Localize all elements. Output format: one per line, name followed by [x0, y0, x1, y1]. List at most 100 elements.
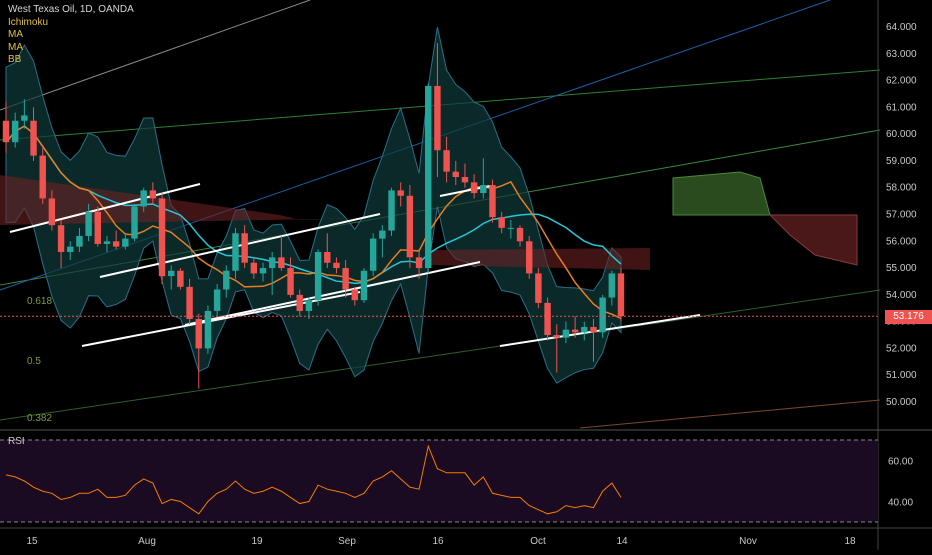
time-tick-label: Nov [739, 536, 757, 547]
price-tick-label: 50.000 [886, 397, 917, 408]
candle-body [379, 230, 386, 239]
bollinger-band [5, 26, 622, 384]
candle-body [223, 270, 230, 290]
ichimoku-cloud-bear-1 [0, 175, 370, 225]
candle-body [85, 211, 92, 236]
candle-body [333, 262, 340, 269]
candle-body [287, 268, 294, 295]
candle-body [149, 190, 157, 199]
candle-body [67, 246, 74, 252]
candle-body [360, 270, 368, 301]
candle-body [324, 252, 331, 263]
candle-body [259, 268, 267, 274]
candle-body [351, 289, 359, 301]
ichimoku-cloud-bear-2 [430, 248, 650, 270]
moving-average-orange [5, 125, 622, 320]
candle-body [388, 190, 395, 231]
time-tick-label: 18 [844, 536, 856, 547]
candle-body [452, 171, 459, 177]
candle-body [425, 85, 432, 269]
candle-body [314, 252, 322, 301]
time-tick-label: 14 [616, 536, 628, 547]
candle-body [241, 233, 248, 263]
price-tick-label: 64.000 [886, 22, 917, 33]
candle-body [177, 270, 184, 287]
candle-body [76, 235, 83, 247]
time-tick-label: 15 [26, 536, 38, 547]
channel-line-2 [184, 261, 481, 326]
candle-body [195, 318, 202, 349]
price-tick-label: 58.000 [886, 183, 917, 194]
candle-body [57, 225, 65, 252]
candle-body [397, 190, 404, 196]
rsi-tick-label: 40.00 [888, 498, 913, 509]
candle-body [342, 268, 349, 290]
candle-body [2, 120, 10, 143]
price-tick-label: 52.000 [886, 343, 917, 354]
candle-body [498, 217, 505, 228]
candle-body [278, 257, 285, 269]
chart-legend: West Texas Oil, 1D, OANDA Ichimoku MA MA… [8, 4, 134, 67]
candle-body [48, 198, 56, 226]
indicator-ichimoku[interactable]: Ichimoku [8, 16, 49, 28]
channel-line-1 [99, 213, 381, 278]
candle-body [39, 155, 46, 199]
candle-body [369, 238, 377, 271]
candle-body [131, 206, 138, 239]
price-tick-label: 63.000 [886, 49, 917, 60]
candle-body [268, 257, 276, 269]
candle-body [112, 241, 120, 247]
candle-body [470, 182, 478, 194]
symbol-title: West Texas Oil, 1D, OANDA [8, 4, 134, 15]
candle-body [103, 241, 111, 244]
candle-body [415, 257, 423, 269]
candle-body [608, 273, 616, 298]
candle-body [94, 211, 102, 244]
candles [2, 43, 625, 389]
candle-body [525, 241, 533, 274]
candle-body [250, 262, 258, 274]
candle-body [434, 85, 441, 151]
candle-body [232, 233, 239, 271]
candle-body [11, 120, 19, 143]
candle-body [553, 335, 560, 338]
candle-body [296, 294, 303, 311]
fib-label: 0.5 [27, 356, 41, 367]
trend-line-4 [0, 0, 311, 111]
candle-body [507, 227, 515, 229]
time-tick-label: Aug [138, 536, 156, 547]
candle-body [480, 185, 487, 194]
price-tick-label: 61.000 [886, 102, 917, 113]
indicator-ma-1[interactable]: MA [8, 29, 23, 40]
candle-body [443, 150, 450, 172]
fib-label: 0.382 [27, 413, 52, 424]
time-tick-label: Sep [338, 536, 356, 547]
ichimoku-cloud-bear-future [768, 214, 858, 266]
price-tick-label: 51.000 [886, 370, 917, 381]
rsi-label: RSI [8, 436, 25, 447]
candle-body [461, 177, 469, 183]
candle-body [590, 327, 597, 333]
candle-body [489, 185, 496, 218]
candle-body [581, 327, 588, 333]
candle-body [213, 289, 221, 311]
trend-line-5 [579, 399, 881, 429]
indicator-ma-2[interactable]: MA [8, 41, 23, 53]
candle-body [617, 273, 625, 317]
current-price-tag: 53.176 [885, 310, 932, 324]
price-tick-label: 54.000 [886, 290, 917, 301]
channel-line-0 [9, 183, 201, 233]
candle-body [168, 270, 175, 277]
rsi-band [0, 440, 878, 522]
indicator-bb[interactable]: BB [8, 54, 22, 65]
candle-body [406, 195, 414, 258]
candle-body [21, 115, 28, 121]
rsi-line [5, 444, 622, 515]
price-tick-label: 57.000 [886, 210, 917, 221]
time-tick-label: 19 [251, 536, 263, 547]
time-tick-label: Oct [530, 536, 546, 547]
price-tick-label: 62.000 [886, 76, 917, 87]
time-tick-label: 16 [432, 536, 444, 547]
